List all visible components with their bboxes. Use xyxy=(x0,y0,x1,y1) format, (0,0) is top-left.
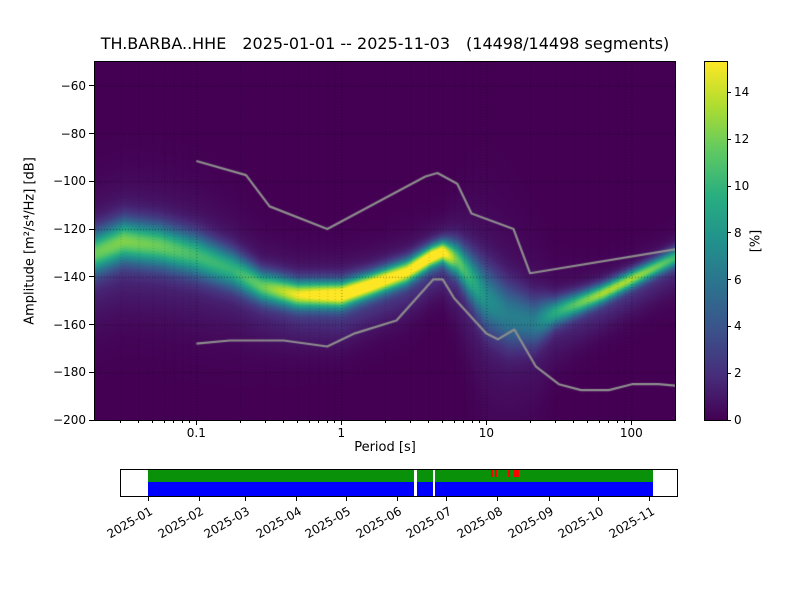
timeline-month-label: 2025-07 xyxy=(403,504,454,542)
timeline-month-tick xyxy=(649,497,651,501)
colorbar-tick-label: 0 xyxy=(734,413,742,427)
x-tick-label: 1 xyxy=(337,426,346,440)
y-tick-label: −180 xyxy=(53,365,86,380)
coverage-red-mark xyxy=(495,470,498,477)
colorbar-tick-label: 2 xyxy=(734,366,742,381)
y-tick-label: −140 xyxy=(53,269,86,284)
x-axis-label: Period [s] xyxy=(354,440,416,455)
colorbar-gradient xyxy=(705,62,727,420)
timeline-month-tick xyxy=(198,497,200,501)
timeline-month-label: 2025-01 xyxy=(104,504,155,542)
timeline-coverage-frame xyxy=(120,469,678,497)
timeline-month-tick xyxy=(296,497,298,501)
title-segments: (14498/14498 segments) xyxy=(466,34,670,53)
ppsd-heatmap-canvas xyxy=(95,62,675,420)
colorbar-label: [%] xyxy=(748,229,764,253)
timeline-month-tick xyxy=(345,497,347,501)
y-axis-label: Amplitude [m²/s⁴/Hz] [dB] xyxy=(22,157,38,325)
colorbar-tick-label: 4 xyxy=(734,319,742,334)
colorbar-tick-label: 12 xyxy=(734,132,750,147)
y-tick-label: −80 xyxy=(60,126,86,141)
y-tick-label: −160 xyxy=(53,317,86,332)
colorbar-tick-label: 6 xyxy=(734,272,742,287)
timeline-month-tick xyxy=(244,497,246,501)
colorbar-tick-label: 10 xyxy=(734,179,750,193)
timeline-month-label: 2025-04 xyxy=(253,504,304,542)
title-station: TH.BARBA..HHE xyxy=(100,34,227,53)
timeline-month-label: 2025-02 xyxy=(155,504,207,542)
timeline-month-label: 2025-06 xyxy=(353,504,405,542)
timeline-month-tick xyxy=(446,497,448,501)
timeline-month-label: 2025-09 xyxy=(505,504,557,542)
colorbar xyxy=(704,61,728,421)
coverage-gap xyxy=(433,470,436,496)
x-tick-label: 100 xyxy=(619,426,643,440)
timeline-month-label: 2025-08 xyxy=(454,504,505,542)
coverage-red-mark xyxy=(491,470,494,477)
y-tick-label: −100 xyxy=(53,174,86,189)
ppsd-plot-area xyxy=(94,61,676,421)
coverage-red-mark xyxy=(513,470,520,477)
coverage-gap xyxy=(414,470,418,496)
coverage-data-bar xyxy=(148,470,653,482)
timeline-month-tick xyxy=(598,497,600,501)
timeline-month-label: 2025-03 xyxy=(201,504,253,542)
coverage-red-mark xyxy=(507,470,510,477)
x-tick-label: 0.1 xyxy=(186,426,206,440)
x-tick-label: 10 xyxy=(478,426,494,440)
timeline-month-label: 2025-10 xyxy=(555,504,606,542)
timeline-month-tick xyxy=(396,497,398,501)
timeline-month-tick xyxy=(548,497,550,501)
timeline-month-label: 2025-05 xyxy=(302,504,354,542)
plot-title: TH.BARBA..HHE 2025-01-01 -- 2025-11-03 (14… xyxy=(60,34,710,53)
y-tick-label: −60 xyxy=(60,78,86,93)
title-date-range: 2025-01-01 -- 2025-11-03 xyxy=(242,34,451,53)
y-tick-label: −120 xyxy=(53,222,86,237)
timeline-month-label: 2025-11 xyxy=(606,504,657,542)
coverage-span-bar xyxy=(148,482,653,496)
y-tick-label: −200 xyxy=(53,413,86,427)
timeline-month-tick xyxy=(497,497,499,501)
timeline-month-tick xyxy=(147,497,149,501)
colorbar-tick-label: 14 xyxy=(734,85,750,100)
